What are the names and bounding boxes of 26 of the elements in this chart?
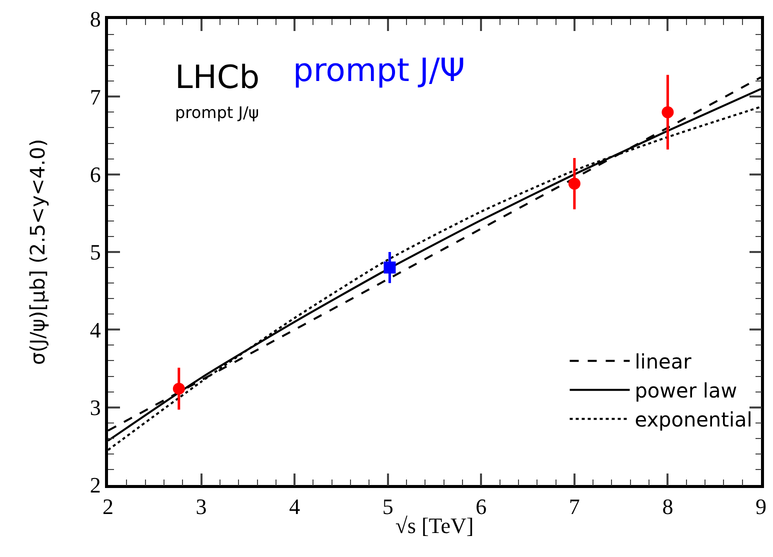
y-tick-label: 2 xyxy=(90,472,101,498)
x-tick-label: 8 xyxy=(662,494,674,520)
y-tick-label: 4 xyxy=(90,317,101,342)
legend-label: exponential xyxy=(634,408,752,432)
x-axis-title: √s [TeV] xyxy=(395,513,474,538)
y-axis-title: σ(J/ψ)[μb] (2.5<y<4.0) xyxy=(25,138,50,366)
legend-label: power law xyxy=(634,378,738,403)
x-tick-label: 5 xyxy=(382,494,394,520)
y-tick-label: 8 xyxy=(90,6,101,32)
x-tick-label: 9 xyxy=(756,494,766,520)
y-tick-label: 5 xyxy=(90,240,101,265)
annotation: LHCb xyxy=(175,58,260,96)
y-tick-label: 3 xyxy=(90,395,101,420)
point xyxy=(662,106,674,118)
x-tick-label: 6 xyxy=(476,494,487,520)
annotation: prompt J/ψ xyxy=(175,103,259,122)
legend-label: linear xyxy=(634,350,692,374)
point xyxy=(568,178,580,190)
y-tick-label: 6 xyxy=(90,162,101,188)
annotation: prompt J/Ψ xyxy=(293,51,465,89)
x-tick-label: 4 xyxy=(289,494,300,520)
x-tick-label: 3 xyxy=(196,494,207,520)
point xyxy=(172,382,185,395)
x-tick-label: 7 xyxy=(568,494,580,520)
y-tick-label: 7 xyxy=(90,84,101,110)
point xyxy=(384,262,396,274)
